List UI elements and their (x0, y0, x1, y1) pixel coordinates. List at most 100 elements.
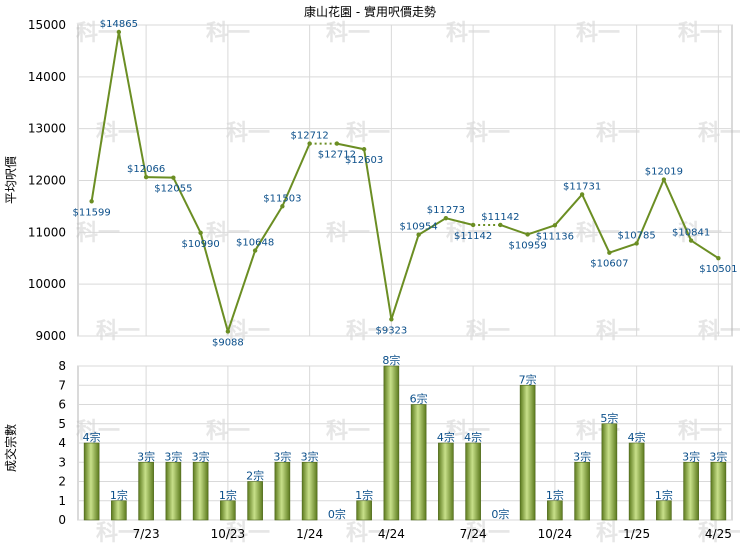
price-data-label: $12019 (645, 167, 683, 178)
price-point (552, 223, 558, 228)
price-point (361, 147, 367, 152)
watermark-text: 科一 (96, 521, 140, 546)
transaction-data-label: 3宗 (709, 449, 727, 463)
top-y-tick-label: 13000 (28, 122, 66, 136)
price-line-segment (581, 194, 611, 254)
bottom-y-tick-label: 8 (58, 359, 66, 373)
price-data-label: $11731 (563, 181, 601, 192)
price-point (280, 204, 285, 209)
watermark-text: 科一 (226, 319, 270, 344)
transaction-bar (656, 500, 672, 521)
watermark-text: 科一 (698, 121, 740, 146)
price-data-label: $10954 (400, 222, 438, 233)
price-line-segment (336, 142, 365, 151)
watermark-text: 科一 (326, 221, 370, 246)
watermark-text: 科一 (226, 121, 270, 146)
price-data-label: $12603 (345, 155, 383, 166)
price-point (334, 141, 340, 146)
price-line-segment (146, 176, 174, 179)
transaction-data-label: 3宗 (682, 449, 700, 463)
transaction-bar (220, 500, 236, 521)
price-point (307, 141, 312, 146)
transaction-bar (165, 461, 182, 521)
price-line-segment (662, 179, 693, 241)
x-tick-label: 4/25 (705, 527, 732, 541)
watermark-text: 科一 (446, 419, 490, 444)
x-tick-label: 10/24 (538, 527, 573, 541)
price-data-label: $10959 (509, 240, 547, 251)
transaction-data-label: 3宗 (301, 449, 319, 463)
price-point (389, 317, 394, 322)
price-data-label: $10785 (618, 230, 656, 241)
transaction-data-label: 4宗 (437, 430, 455, 444)
transaction-bar (383, 365, 400, 521)
transaction-bar (138, 461, 154, 521)
transaction-bar (274, 461, 291, 521)
price-data-label: $9323 (375, 325, 407, 336)
x-tick-label: 10/23 (211, 527, 246, 541)
transaction-bar (356, 500, 372, 521)
x-tick-label: 1/25 (623, 527, 650, 541)
price-line-segment (690, 239, 719, 260)
watermark-text: 科一 (678, 419, 722, 444)
watermark-text: 科一 (326, 419, 370, 444)
bottom-y-tick-label: 5 (58, 417, 66, 431)
price-line-segment (117, 31, 148, 178)
price-data-label: $11142 (454, 231, 492, 242)
price-point (634, 241, 639, 246)
price-data-label: $11273 (427, 205, 465, 216)
watermark-text: 科一 (446, 221, 490, 246)
transaction-bar (192, 461, 209, 521)
price-data-label: $10648 (236, 238, 274, 249)
price-data-label: $11503 (263, 193, 301, 204)
watermark-text: 科一 (346, 121, 390, 146)
transaction-data-label: 3宗 (192, 449, 210, 463)
price-data-label: $12712 (318, 150, 356, 161)
transaction-bar (574, 461, 590, 521)
watermark-text: 科一 (346, 521, 390, 546)
bottom-y-tick-label: 3 (58, 455, 66, 469)
transaction-data-label: 6宗 (410, 392, 428, 406)
bottom-y-axis-title: 成交宗數 (3, 424, 18, 472)
price-data-label: $11599 (73, 207, 111, 218)
transaction-data-label: 4宗 (628, 430, 646, 444)
price-point (143, 174, 149, 180)
chart-title: 康山花園 - 實用呎價走勢 (304, 4, 436, 19)
price-line-segment (390, 234, 420, 320)
transaction-data-label: 5宗 (600, 411, 618, 425)
price-line-segment (635, 179, 665, 244)
price-point (579, 192, 585, 197)
price-point (443, 215, 449, 221)
price-line-segment (418, 217, 447, 236)
price-point (661, 177, 667, 182)
price-data-label: $14865 (100, 19, 138, 30)
transaction-bar (301, 461, 318, 521)
watermark-text: 科一 (466, 121, 510, 146)
price-line-segment (445, 217, 474, 226)
price-line-segment (554, 193, 583, 226)
transaction-data-label: 1宗 (655, 488, 673, 502)
price-point (252, 248, 258, 253)
transaction-data-label: 0宗 (328, 507, 346, 521)
transaction-bar (247, 481, 263, 521)
bottom-y-tick-label: 6 (58, 398, 66, 412)
price-point (171, 175, 176, 180)
price-line-segment (281, 143, 311, 207)
transaction-bar (83, 442, 100, 521)
transaction-bar (111, 500, 127, 521)
top-y-axis-title: 平均呎價 (4, 156, 18, 204)
price-point (225, 329, 231, 334)
price-line-segment (172, 177, 202, 234)
price-data-label: $12712 (291, 131, 329, 142)
transactions-bar-chart: 0 1 2 3 4 5 6 7 8 7/23 10/23 1/24 4/24 7/24 10/24 1/25 4… (58, 353, 733, 541)
price-point (607, 250, 612, 255)
transaction-data-label: 2宗 (246, 469, 264, 483)
transaction-data-label: 3宗 (137, 449, 155, 463)
transaction-data-label: 1宗 (219, 488, 237, 502)
price-point (198, 230, 203, 236)
watermark-text: 科一 (698, 521, 740, 546)
transaction-data-label: 3宗 (573, 449, 591, 463)
transaction-bar (601, 423, 618, 521)
price-data-label: $10501 (699, 264, 737, 275)
price-data-label: $10607 (590, 259, 628, 270)
